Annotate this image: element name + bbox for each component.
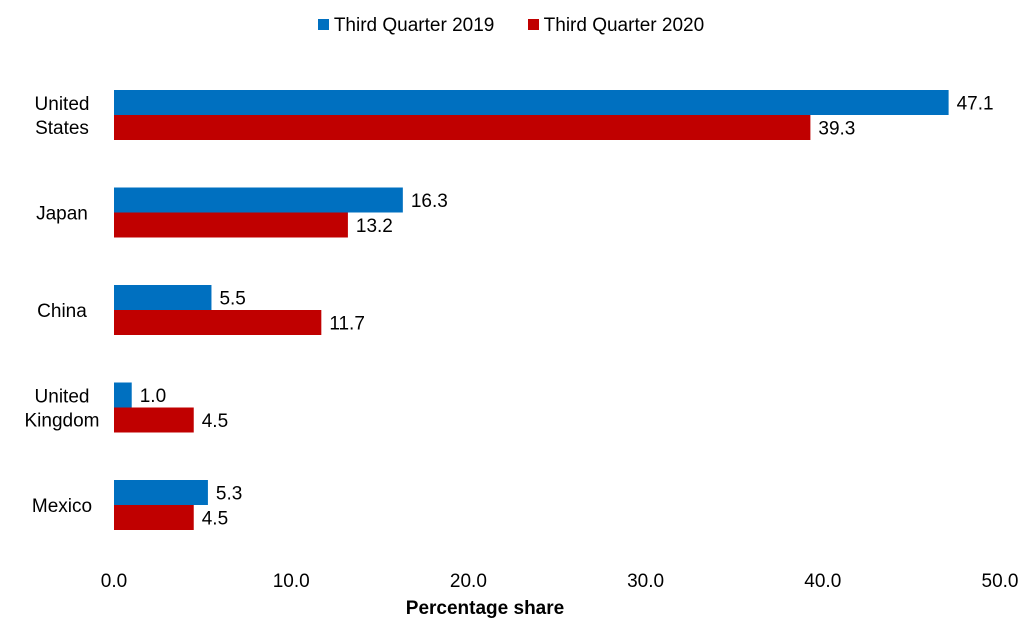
category-label: China: [37, 301, 87, 322]
x-tick-label: 50.0: [982, 571, 1019, 592]
bar-2020: [114, 407, 194, 433]
legend-item-2019: Third Quarter 2019: [317, 15, 495, 37]
category-label: United: [35, 94, 90, 115]
x-tick-label: 40.0: [804, 571, 841, 592]
legend-label-2019: Third Quarter 2019: [333, 15, 495, 36]
legend-swatch-2019: [317, 19, 329, 30]
data-label: 4.5: [202, 509, 228, 530]
x-tick-label: 10.0: [273, 571, 310, 592]
x-tick-label: 20.0: [450, 571, 487, 592]
data-label: 39.3: [818, 119, 855, 140]
data-label: 47.1: [957, 94, 994, 115]
bar-2019: [114, 480, 208, 505]
data-label: 4.5: [202, 411, 228, 432]
bar-2019: [114, 187, 403, 213]
bar-2020: [114, 212, 348, 238]
legend: Third Quarter 2019 Third Quarter 2020: [0, 15, 1022, 37]
legend-swatch-2020: [527, 19, 539, 30]
bar-2020: [114, 115, 811, 140]
category-label: United: [35, 387, 90, 408]
category-label: Kingdom: [25, 411, 100, 432]
x-axis-title: Percentage share: [406, 598, 564, 618]
category-label: Mexico: [32, 496, 92, 517]
category-label: Japan: [36, 204, 88, 225]
category-label: States: [35, 118, 89, 139]
bar-2019: [114, 285, 212, 310]
bar-2020: [114, 505, 194, 530]
data-label: 11.7: [329, 314, 365, 335]
bar-2019: [114, 382, 132, 408]
data-label: 13.2: [356, 216, 393, 237]
data-label: 16.3: [411, 191, 448, 212]
legend-label-2020: Third Quarter 2020: [543, 15, 705, 36]
legend-item-2020: Third Quarter 2020: [527, 15, 705, 37]
bar-2019: [114, 90, 949, 115]
data-label: 1.0: [140, 386, 166, 407]
x-tick-label: 30.0: [627, 571, 664, 592]
bar-2020: [114, 310, 322, 335]
x-tick-label: 0.0: [101, 571, 127, 592]
data-label: 5.5: [219, 289, 245, 310]
data-label: 5.3: [216, 484, 242, 505]
